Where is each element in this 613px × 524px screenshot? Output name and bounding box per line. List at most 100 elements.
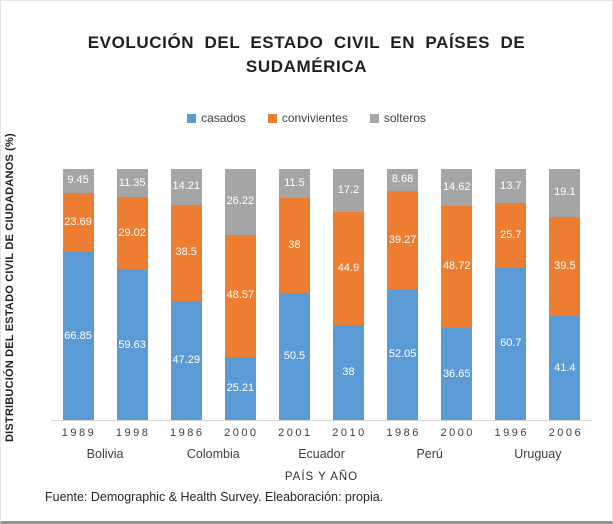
bar-column: 9.45 23.69 66.85	[51, 169, 105, 420]
legend-label: casados	[201, 111, 246, 125]
bar-segment-convivientes: 38	[278, 197, 310, 294]
x-axis-countries: Bolivia Colombia Ecuador Perú Uruguay	[51, 447, 592, 461]
year-label: 2000	[224, 427, 259, 439]
legend-item-solteros: solteros	[369, 111, 426, 125]
chart-title-line-2: SUDAMÉRICA	[245, 57, 368, 76]
data-label: 52.05	[388, 348, 417, 361]
year-label: 2000	[440, 427, 475, 439]
year-label: 1986	[169, 427, 205, 439]
source-note: Fuente: Demographic & Health Survey. Ele…	[45, 490, 384, 504]
legend-swatch-icon	[267, 113, 277, 123]
x-axis-years: 1989 1998 1986 2000 2001 2010 1986 2000 1996 2006	[51, 427, 592, 439]
bar-segment-casados: 60.7	[495, 267, 527, 420]
bar-segment-solteros: 17.2	[333, 169, 365, 213]
country-label: Colombia	[186, 447, 240, 461]
data-label: 38.5	[175, 246, 197, 259]
bar-column: 14.21 38.5 47.29	[159, 169, 213, 421]
bar-segment-convivientes: 38.5	[170, 204, 202, 302]
data-label: 17.2	[337, 184, 360, 197]
bar-segment-solteros: 14.21	[170, 169, 202, 205]
bar-segment-solteros: 19.1	[549, 169, 581, 217]
bar-column: 13.7 25.7 60.7	[484, 169, 538, 420]
chart-title-line-1: EVOLUCIÓN DEL ESTADO CIVIL EN PAÍSES DE	[87, 33, 526, 52]
data-label: 41.4	[554, 361, 576, 374]
bar-segment-casados: 47.29	[170, 301, 202, 421]
bar-segment-convivientes: 44.9	[333, 212, 365, 325]
data-label: 36.65	[442, 367, 471, 380]
legend-label: solteros	[383, 111, 426, 125]
bar-segment-casados: 38	[333, 324, 365, 420]
bar-segment-casados: 25.21	[224, 356, 256, 420]
stacked-bar: 13.7 25.7 60.7	[495, 169, 527, 420]
bar-segment-solteros: 26.22	[224, 169, 256, 235]
bar-segment-casados: 59.63	[116, 270, 148, 420]
x-axis-title: PAÍS Y AÑO	[284, 471, 359, 483]
bar-segment-solteros: 14.62	[441, 169, 473, 206]
year-label: 1986	[386, 427, 421, 439]
data-label: 26.22	[226, 195, 255, 208]
bar-column: 11.35 29.02 59.63	[105, 169, 159, 420]
legend-item-casados: casados	[187, 111, 246, 125]
stacked-bar: 17.2 44.9 38	[333, 169, 365, 420]
bar-segment-convivientes: 48.72	[441, 205, 473, 328]
bar-segment-solteros: 11.35	[116, 169, 148, 198]
y-axis-title: DISTRIBUCIÓN DEL ESTADO CIVIL DE CIUDADA…	[4, 133, 16, 443]
bar-segment-casados: 66.85	[62, 252, 94, 420]
country-label: Perú	[416, 447, 443, 461]
country-label: Bolivia	[86, 447, 124, 461]
data-label: 38	[288, 239, 301, 252]
stacked-bar: 14.62 48.72 36.65	[441, 169, 473, 420]
stacked-bar: 26.22 48.57 25.21	[224, 169, 256, 420]
bar-segment-casados: 41.4	[549, 316, 581, 420]
bar-segment-convivientes: 25.7	[495, 203, 527, 268]
country-label: Uruguay	[514, 447, 562, 461]
legend-swatch-icon	[369, 113, 379, 123]
data-label: 14.21	[172, 180, 200, 193]
bar-column: 11.5 38 50.5	[267, 169, 321, 420]
data-label: 29.02	[118, 227, 146, 240]
data-label: 60.7	[500, 337, 522, 350]
plot-area: 9.45 23.69 66.85 11.35 29.02 59.63 14.21 38.5 47…	[51, 169, 592, 421]
bar-segment-solteros: 13.7	[495, 169, 527, 204]
data-label: 48.72	[442, 260, 471, 273]
data-label: 39.5	[554, 260, 576, 272]
bar-segment-convivientes: 29.02	[116, 197, 148, 271]
data-label: 39.27	[388, 233, 417, 246]
country-label: Ecuador	[298, 447, 345, 461]
bar-segment-solteros: 9.45	[62, 169, 94, 193]
data-label: 47.29	[172, 354, 200, 367]
year-label: 1989	[61, 427, 97, 439]
chart-area: DISTRIBUCIÓN DEL ESTADO CIVIL DE CIUDADA…	[4, 134, 592, 483]
bar-column: 14.62 48.72 36.65	[430, 169, 484, 420]
bar-column: 19.1 39.5 41.4	[538, 169, 592, 420]
bar-column: 26.22 48.57 25.21	[213, 169, 267, 420]
legend-item-convivientes: convivientes	[267, 111, 348, 125]
data-label: 44.9	[337, 261, 360, 274]
data-label: 59.63	[118, 338, 146, 351]
bar-column: 8.68 39.27 52.05	[376, 169, 430, 420]
bar-segment-casados: 36.65	[441, 328, 473, 420]
bar-segment-convivientes: 39.5	[549, 216, 581, 317]
stacked-bar: 11.35 29.02 59.63	[116, 169, 148, 420]
data-label: 23.69	[64, 215, 92, 228]
data-label: 11.35	[118, 176, 146, 189]
year-label: 1998	[115, 427, 151, 439]
bar-segment-convivientes: 39.27	[387, 190, 419, 290]
data-label: 25.7	[500, 229, 522, 242]
data-label: 19.1	[554, 186, 576, 199]
data-label: 9.45	[67, 174, 89, 187]
year-label: 2006	[548, 427, 584, 439]
data-label: 25.21	[226, 381, 255, 394]
legend: casados convivientes solteros	[1, 111, 612, 125]
bar-segment-solteros: 8.68	[387, 169, 419, 191]
year-label: 2010	[332, 427, 367, 439]
stacked-bar: 14.21 38.5 47.29	[170, 169, 202, 421]
stacked-bar: 8.68 39.27 52.05	[387, 169, 419, 420]
legend-swatch-icon	[187, 113, 197, 123]
data-label: 38	[342, 365, 355, 378]
legend-label: convivientes	[281, 111, 348, 125]
bar-segment-solteros: 11.5	[278, 169, 310, 198]
bar-segment-casados: 52.05	[387, 289, 419, 420]
data-label: 48.57	[226, 289, 255, 302]
